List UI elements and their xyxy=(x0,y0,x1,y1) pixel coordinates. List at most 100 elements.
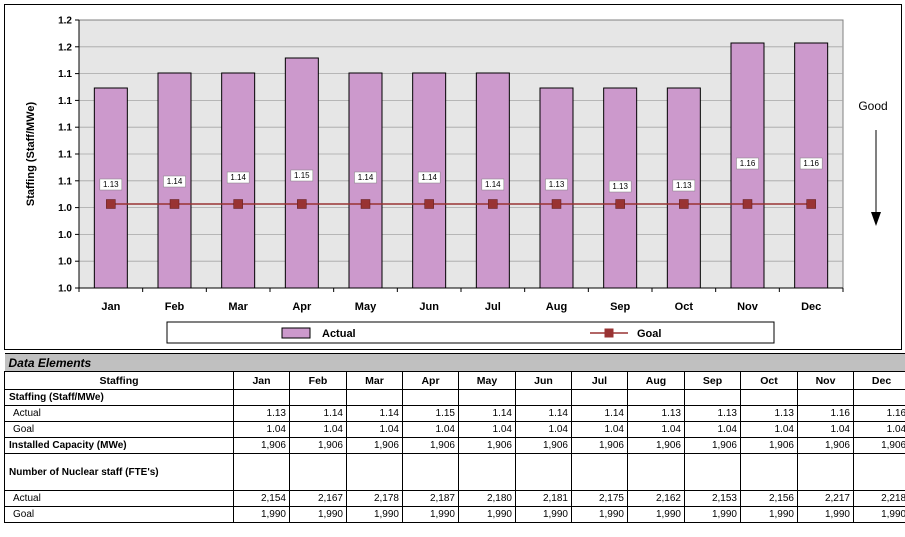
table-cell: 1.14 xyxy=(458,405,516,422)
data-label: 1.16 xyxy=(740,159,756,168)
data-elements-table: Data Elements Staffing Jan Feb Mar Apr May Jun… xyxy=(4,353,905,523)
table-cell: Jul xyxy=(571,371,628,390)
x-tick-label: Aug xyxy=(546,301,567,313)
y-tick-label: 1.0 xyxy=(58,203,72,214)
x-tick-label: Jul xyxy=(485,301,501,313)
table-cell xyxy=(233,389,290,406)
nuclear-actual-row: Actual 2,154 2,167 2,178 2,187 2,180 2,181 2,17… xyxy=(4,490,905,507)
table-cell xyxy=(458,389,516,406)
data-label: 1.14 xyxy=(230,173,246,182)
row-label: Goal xyxy=(4,506,234,523)
data-label: 1.13 xyxy=(676,181,692,190)
table-cell: 1.04 xyxy=(346,421,403,438)
table-cell xyxy=(571,453,628,491)
x-tick-label: Sep xyxy=(610,301,630,313)
table-cell: 1,990 xyxy=(458,506,516,523)
data-label-box xyxy=(545,178,568,191)
y-axis-title: Staffing (Staff/MWe) xyxy=(25,102,37,207)
table-cell: Apr xyxy=(402,371,459,390)
staffing-goal-row: Goal 1.04 1.04 1.04 1.04 1.04 1.04 1.04 1.04 1.04… xyxy=(4,421,905,438)
data-label-box xyxy=(672,179,696,192)
data-label-box xyxy=(417,171,441,184)
table-cell xyxy=(458,453,516,491)
data-label-box xyxy=(163,175,186,188)
table-cell: 1.14 xyxy=(346,405,403,422)
table-cell: 1,906 xyxy=(458,437,516,454)
table-cell: 2,167 xyxy=(289,490,347,507)
goal-marker xyxy=(106,199,116,209)
table-cell xyxy=(684,453,741,491)
goal-marker xyxy=(679,199,689,209)
table-cell: 1.04 xyxy=(684,421,741,438)
table-cell xyxy=(797,389,854,406)
table-cell: 1,906 xyxy=(627,437,685,454)
table-cell: 1.04 xyxy=(852,421,905,438)
table-cell xyxy=(233,453,290,491)
table-cell xyxy=(852,453,905,491)
data-label: 1.16 xyxy=(803,159,819,168)
table-cell: 1.04 xyxy=(289,421,347,438)
table-cell: 1,990 xyxy=(289,506,347,523)
row-label: Installed Capacity (MWe) xyxy=(4,437,234,454)
chart-panel: 1.0 1.0 1.0 1.0 1.1 1.1 1.1 1.1 1.1 1.2 1.2 Staffin… xyxy=(4,4,902,350)
x-tick-label: May xyxy=(355,301,377,313)
staffing-chart: 1.0 1.0 1.0 1.0 1.1 1.1 1.1 1.1 1.1 1.2 1.2 Staffin… xyxy=(25,16,888,344)
table-cell: 1,906 xyxy=(346,437,403,454)
table-cell: 1.16 xyxy=(852,405,905,422)
table-cell: Mar xyxy=(346,371,403,390)
table-cell: 2,153 xyxy=(684,490,741,507)
table-cell: 1,906 xyxy=(402,437,459,454)
table-cell: Dec xyxy=(852,371,905,390)
table-cell: Jan xyxy=(233,371,290,390)
goal-marker xyxy=(806,199,816,209)
table-cell: Jun xyxy=(515,371,572,390)
row-label: Staffing (Staff/MWe) xyxy=(4,389,234,406)
staffing-section-row: Staffing (Staff/MWe) xyxy=(4,389,905,406)
data-label-box xyxy=(99,178,123,191)
x-tick-label: Oct xyxy=(675,301,694,313)
table-cell: Feb xyxy=(289,371,347,390)
table-cell: 2,156 xyxy=(740,490,798,507)
table-cell: 1.04 xyxy=(740,421,798,438)
row-label: Staffing xyxy=(4,371,234,390)
table-cell: 1,906 xyxy=(740,437,798,454)
nuclear-section-row: Number of Nuclear staff (FTE's) xyxy=(4,453,905,491)
y-tick-label: 1.2 xyxy=(58,16,72,27)
table-cell: 1,906 xyxy=(571,437,628,454)
y-tick-label: 1.0 xyxy=(58,284,72,295)
data-label-box xyxy=(736,157,759,170)
table-cell: 1,906 xyxy=(852,437,905,454)
goal-marker xyxy=(551,199,562,209)
table-cell: 1,990 xyxy=(797,506,854,523)
x-tick-label: Feb xyxy=(165,301,185,313)
table-cell: Sep xyxy=(684,371,741,390)
nuclear-goal-row: Goal 1,990 1,990 1,990 1,990 1,990 1,990 1,990 1… xyxy=(4,506,905,523)
data-label: 1.15 xyxy=(294,171,310,180)
goal-marker xyxy=(297,199,307,209)
table-cell: 1.15 xyxy=(402,405,459,422)
good-arrow-head xyxy=(871,212,881,226)
goal-marker xyxy=(742,199,753,209)
y-tick-label: 1.0 xyxy=(58,230,72,241)
table-cell: 1,990 xyxy=(402,506,459,523)
table-cell: 1.14 xyxy=(515,405,572,422)
x-tick-label: Nov xyxy=(737,301,759,313)
table-cell xyxy=(402,453,459,491)
table-cell: May xyxy=(458,371,516,390)
goal-marker xyxy=(233,199,243,209)
table-cell: 2,162 xyxy=(627,490,685,507)
y-tick-label: 1.1 xyxy=(58,123,72,134)
data-label: 1.14 xyxy=(421,173,437,182)
table-cell xyxy=(571,389,628,406)
legend-actual-label: Actual xyxy=(322,328,356,340)
data-label-box xyxy=(481,178,505,191)
row-label: Goal xyxy=(4,421,234,438)
data-label: 1.13 xyxy=(103,180,119,189)
table-cell: 2,181 xyxy=(515,490,572,507)
table-cell: 2,180 xyxy=(458,490,516,507)
table-cell: 1.04 xyxy=(515,421,572,438)
table-cell xyxy=(852,389,905,406)
table-cell xyxy=(627,453,685,491)
x-tick-label: Jun xyxy=(419,301,439,313)
table-cell: 1.04 xyxy=(571,421,628,438)
